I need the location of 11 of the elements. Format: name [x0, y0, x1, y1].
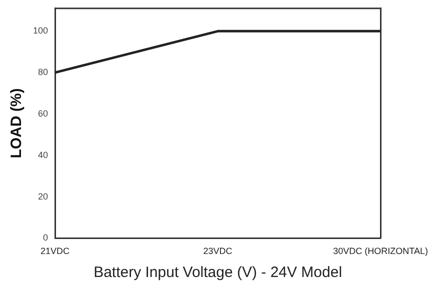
- y-tick-label: 80: [38, 67, 48, 78]
- x-axis-title: Battery Input Voltage (V) - 24V Model: [94, 264, 342, 282]
- y-axis-title: LOAD (%): [8, 88, 26, 158]
- y-tick-label: 60: [38, 108, 48, 118]
- y-tick-label: 20: [38, 191, 48, 202]
- y-tick-label: 0: [43, 232, 48, 243]
- x-tick-label: 21VDC: [40, 246, 70, 256]
- x-tick-label: 23VDC: [203, 246, 233, 256]
- x-tick-label: 30VDC (HORIZONTAL): [333, 246, 428, 256]
- y-tick-label: 40: [38, 150, 48, 160]
- y-tick-label: 100: [32, 26, 48, 36]
